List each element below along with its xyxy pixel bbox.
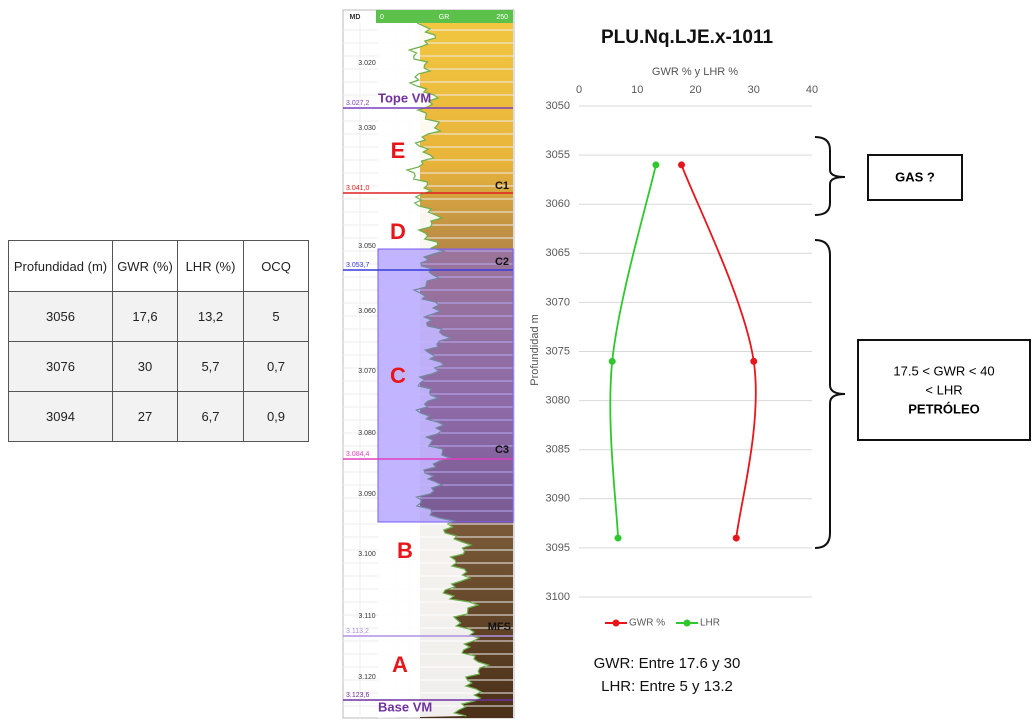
zone-label: E	[391, 138, 406, 163]
legend-marker	[613, 620, 620, 627]
legend-marker	[684, 620, 691, 627]
point	[609, 358, 616, 365]
table-cell: LHR (%)	[178, 241, 244, 292]
surface-label: C1	[495, 180, 509, 192]
table-cell: 30	[113, 342, 178, 392]
gr-header-label: GR	[439, 14, 450, 21]
well-log: MD 0 GR 250 3.020 3.030 3.050 3.060 3.070 3.080 3.…	[343, 10, 514, 718]
y-tick-label: 3095	[546, 542, 570, 554]
surface-label: C2	[495, 256, 509, 268]
chart-title: PLU.Nq.LJE.x-1011	[601, 27, 774, 48]
y-tick-label: 3065	[546, 247, 570, 259]
table-cell: 5	[244, 292, 309, 342]
table-row: Profundidad (m)GWR (%)LHR (%)OCQ	[9, 241, 309, 292]
table-cell: GWR (%)	[113, 241, 178, 292]
marker-label: 3.027,2	[346, 100, 369, 107]
oil-label: PETRÓLEO	[908, 401, 980, 416]
y-tick-label: 3055	[546, 149, 570, 161]
marker-label: 3.053,7	[346, 262, 369, 269]
table-cell: 17,6	[113, 292, 178, 342]
brace	[815, 240, 845, 548]
table-cell: 27	[113, 392, 178, 442]
table-cell: OCQ	[244, 241, 309, 292]
table-cell: 0,7	[244, 342, 309, 392]
y-tick-label: 3080	[546, 395, 570, 407]
table-cell: 3076	[9, 342, 113, 392]
depth-label: 3.080	[358, 430, 376, 437]
x-axis-label: GWR % y LHR %	[652, 66, 738, 78]
y-tick-label: 3060	[546, 198, 570, 210]
y-axis-label: Profundidad m	[529, 314, 541, 386]
depth-label: 3.020	[358, 60, 376, 67]
oil-label: 17.5 < GWR < 40	[893, 363, 994, 378]
point	[678, 161, 685, 168]
gas-label: GAS ?	[895, 169, 935, 184]
table-cell: 13,2	[178, 292, 244, 342]
legend-label: GWR %	[629, 618, 665, 629]
depth-header: MD	[350, 14, 361, 21]
table-cell: 6,7	[178, 392, 244, 442]
table-cell: 3056	[9, 292, 113, 342]
zone-label: C	[390, 363, 406, 388]
zone-label: A	[392, 652, 408, 677]
marker-label: 3.113,2	[346, 628, 369, 635]
table-cell: Profundidad (m)	[9, 241, 113, 292]
depth-label: 3.120	[358, 674, 376, 681]
x-tick-label: 0	[576, 84, 582, 96]
y-tick-label: 3050	[546, 100, 570, 112]
depth-label: 3.090	[358, 491, 376, 498]
brace	[815, 137, 845, 215]
marker-label: 3.041,0	[346, 185, 369, 192]
table-cell: 0,9	[244, 392, 309, 442]
zone-label: D	[390, 219, 406, 244]
summary-note: LHR: Entre 5 y 13.2	[601, 678, 733, 695]
y-tick-label: 3070	[546, 296, 570, 308]
x-tick-label: 30	[748, 84, 760, 96]
x-tick-label: 20	[689, 84, 701, 96]
x-tick-label: 10	[631, 84, 643, 96]
surface-label: C3	[495, 444, 509, 456]
y-tick-label: 3075	[546, 345, 570, 357]
y-tick-label: 3090	[546, 493, 570, 505]
point	[733, 535, 740, 542]
horizon-label: Tope VM	[378, 90, 431, 105]
summary-note: GWR: Entre 17.6 y 30	[594, 655, 741, 672]
gr-header-label: 0	[380, 14, 384, 21]
point	[652, 161, 659, 168]
depth-label: 3.060	[358, 308, 376, 315]
oil-label: < LHR	[925, 382, 962, 397]
depth-label: 3.070	[358, 368, 376, 375]
marker-label: 3.123,6	[346, 692, 369, 699]
y-tick-label: 3085	[546, 444, 570, 456]
point	[615, 535, 622, 542]
depth-label: 3.110	[359, 613, 376, 620]
depth-label: 3.030	[358, 125, 376, 132]
x-tick-label: 40	[806, 84, 818, 96]
marker-label: 3.084,4	[346, 451, 369, 458]
zone-label: B	[397, 538, 413, 563]
depth-label: 3.050	[358, 243, 376, 250]
table-cell: 5,7	[178, 342, 244, 392]
point	[750, 358, 757, 365]
surface-label: MFS	[488, 621, 511, 633]
y-tick-label: 3100	[546, 591, 570, 603]
gr-header-label: 250	[496, 14, 508, 21]
horizon-label: Base VM	[378, 699, 432, 714]
page: MD 0 GR 250 3.020 3.030 3.050 3.060 3.070 3.080 3.…	[0, 0, 1033, 720]
table-cell: 3094	[9, 392, 113, 442]
depth-label: 3.100	[358, 551, 376, 558]
legend-label: LHR	[700, 618, 720, 629]
